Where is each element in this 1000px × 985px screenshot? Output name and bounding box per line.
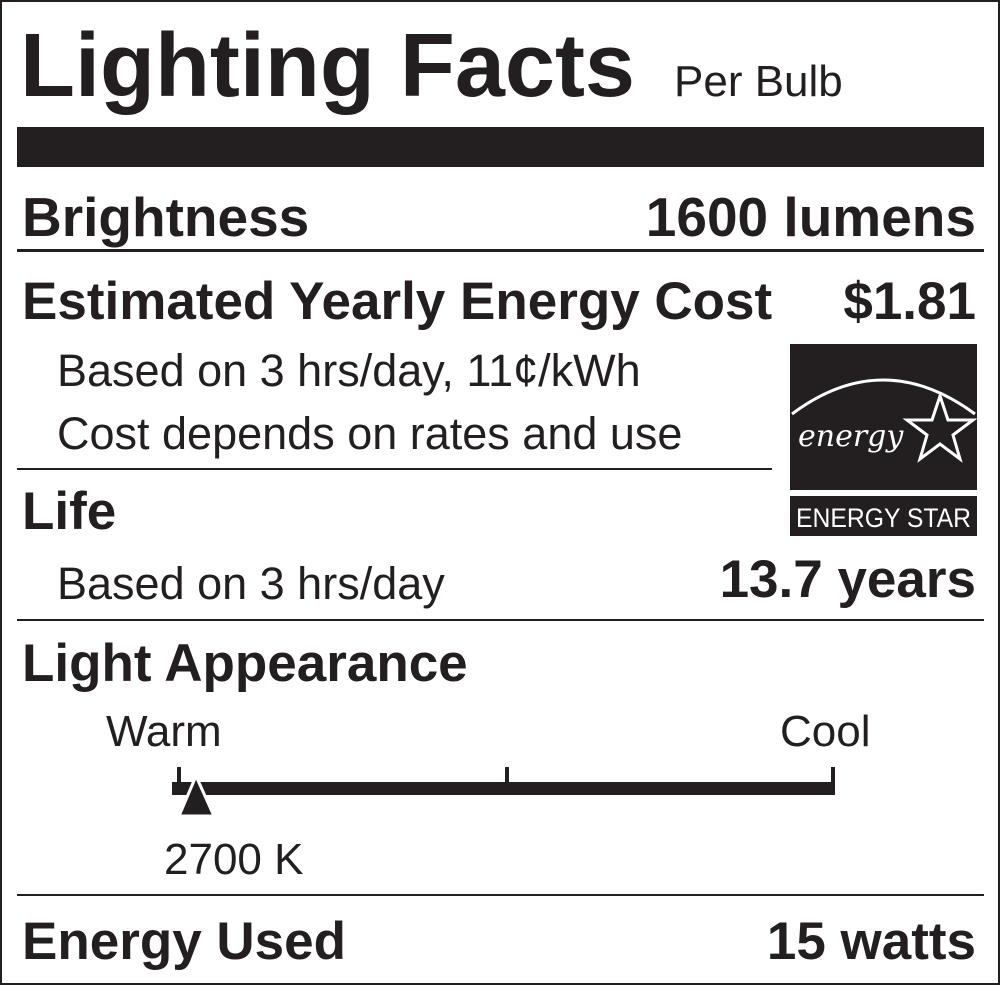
brightness-label: Brightness [22,186,310,248]
brightness-row: Brightness 1600 lumens [22,190,976,245]
label-title: Lighting Facts [20,16,635,116]
life-note: Based on 3 hrs/day [57,558,445,609]
light-appearance-label: Light Appearance [22,634,468,693]
energy-star-caption: ENERGY STAR [796,503,971,533]
divider [17,894,984,896]
brightness-value: 1600 lumens [645,186,976,248]
color-temperature-value: 2700 K [164,835,304,884]
life-label: Life [22,482,117,541]
life-value: 13.7 years [719,550,976,609]
scale-cool-label: Cool [780,707,871,756]
scale-tick [177,767,181,795]
label-subtitle: Per Bulb [674,57,843,106]
energy-star-logo: energy ENERGY STAR [790,344,978,536]
divider [17,249,984,252]
divider [17,468,772,470]
energy-used-row: Energy Used 15 watts [22,915,976,968]
title-bar [17,127,984,167]
energy-used-label: Energy Used [22,912,347,971]
energy-cost-row: Estimated Yearly Energy Cost $1.81 [22,275,976,328]
energy-cost-note-rate: Based on 3 hrs/day, 11¢/kWh [57,345,641,396]
energy-cost-label: Estimated Yearly Energy Cost [22,272,773,331]
energy-cost-note-usage: Cost depends on rates and use [57,408,683,459]
energy-cost-value: $1.81 [843,272,976,331]
energy-used-value: 15 watts [766,912,976,971]
energy-star-icon: energy ENERGY STAR [790,344,978,536]
energy-script-text: energy [798,419,904,454]
scale-tick [505,767,509,795]
scale-bar [172,782,835,795]
scale-warm-label: Warm [106,707,222,756]
color-temperature-scale [172,767,835,818]
scale-marker [176,772,217,818]
divider [17,619,984,621]
scale-tick [831,767,835,795]
